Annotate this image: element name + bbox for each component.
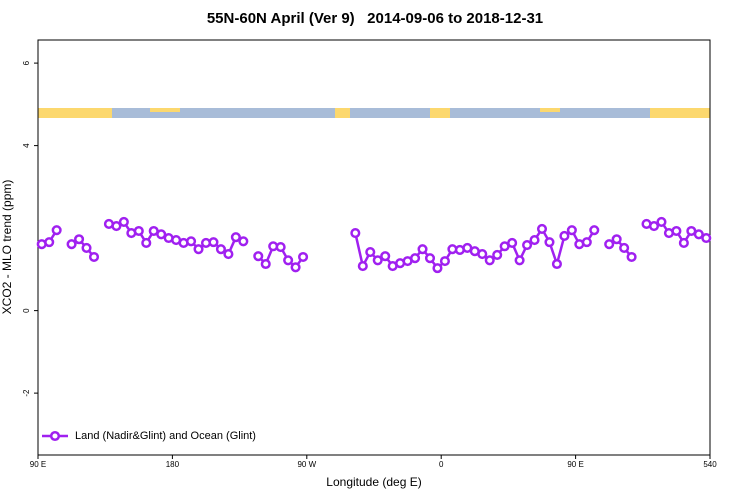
data-point — [223, 249, 234, 260]
data-point — [559, 230, 570, 241]
data-point — [380, 251, 391, 262]
data-point — [626, 251, 637, 263]
chart-title: 55N-60N April (Ver 9) 2014-09-06 to 2018… — [207, 10, 543, 27]
x-tick-label: 90 E — [30, 460, 46, 469]
data-point — [671, 225, 682, 237]
x-tick-label: 90 E — [567, 460, 583, 469]
data-point — [477, 249, 488, 260]
y-axis-label: XCO2 - MLO trend (ppm) — [0, 180, 14, 315]
data-point — [589, 225, 600, 236]
data-point — [544, 237, 555, 248]
x-tick-label: 90 W — [297, 460, 316, 469]
data-point — [424, 253, 436, 264]
data-point — [514, 255, 525, 266]
data-point — [551, 258, 562, 270]
data-point — [432, 263, 443, 274]
data-point — [186, 236, 197, 247]
x-axis-label: Longitude (deg E) — [326, 475, 421, 489]
data-point — [88, 251, 100, 263]
data-point — [44, 237, 55, 248]
map-strip — [38, 108, 710, 118]
data-point — [230, 232, 241, 243]
data-point — [357, 261, 368, 272]
x-tick-label: 180 — [166, 460, 180, 469]
x-tick-label: 0 — [439, 460, 444, 469]
legend-label: Land (Nadir&Glint) and Ocean (Glint) — [75, 430, 256, 442]
data-point — [133, 225, 144, 237]
data-point — [81, 242, 92, 253]
data-point — [522, 239, 533, 251]
legend-marker — [49, 430, 61, 442]
data-point — [566, 225, 577, 236]
data-point — [701, 232, 712, 244]
data-point — [253, 251, 264, 262]
data-point — [439, 256, 450, 267]
x-tick-label: 540 — [703, 460, 717, 469]
y-tick-label: -2 — [22, 389, 31, 397]
data-point — [484, 255, 495, 266]
data-point — [74, 234, 85, 245]
data-point — [118, 216, 129, 227]
data-point — [693, 229, 704, 240]
data-point — [156, 229, 167, 240]
data-point — [193, 244, 204, 255]
y-tick-label: 0 — [22, 308, 31, 313]
data-point — [536, 223, 548, 234]
data-point — [238, 236, 249, 247]
data-point — [529, 235, 540, 246]
data-point — [417, 244, 428, 255]
data-point — [283, 255, 294, 266]
data-point — [507, 237, 518, 249]
data-point — [611, 234, 622, 245]
data-point — [260, 258, 271, 270]
data-point — [51, 225, 62, 236]
y-tick-label: 4 — [22, 143, 31, 148]
data-point — [111, 220, 122, 232]
data-point — [648, 220, 660, 232]
data-point — [619, 242, 630, 253]
data-point — [678, 237, 689, 249]
data-point — [298, 251, 309, 263]
data-point — [372, 255, 383, 266]
data-point — [492, 249, 503, 260]
data-point — [141, 237, 152, 249]
y-tick-label: 6 — [22, 60, 31, 65]
data-point — [656, 216, 667, 227]
data-point — [604, 239, 615, 250]
data-point — [410, 253, 421, 264]
data-point — [275, 242, 286, 253]
data-point — [365, 246, 376, 258]
data-point — [208, 237, 219, 248]
data-point — [581, 237, 592, 248]
data-point — [290, 262, 301, 273]
data-point — [350, 228, 361, 239]
data-point — [66, 239, 77, 250]
data-point — [215, 244, 226, 255]
